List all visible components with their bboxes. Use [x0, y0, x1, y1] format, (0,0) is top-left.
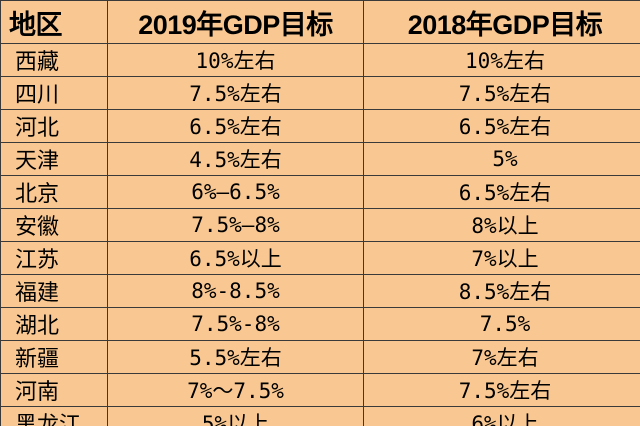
- table-row: 河北 6.5%左右 6.5%左右: [0, 109, 640, 143]
- region-cell: 新疆: [0, 340, 108, 374]
- target-2018-cell: 6.5%左右: [363, 175, 640, 209]
- table-row: 江苏 6.5%以上 7%以上: [0, 241, 640, 275]
- header-region: 地区: [0, 0, 108, 44]
- target-2018-cell: 8.5%左右: [363, 274, 640, 308]
- target-2018-cell: 7%以上: [363, 241, 640, 275]
- region-cell: 河北: [0, 109, 108, 143]
- target-2019-cell: 10%左右: [107, 43, 364, 77]
- target-2019-cell: 4.5%左右: [107, 142, 364, 176]
- table-row: 西藏 10%左右 10%左右: [0, 43, 640, 77]
- table-body: 西藏 10%左右 10%左右 四川 7.5%左右 7.5%左右 河北 6.5%左右 6.5%左右…: [0, 43, 640, 426]
- region-cell: 安徽: [0, 208, 108, 242]
- target-2018-cell: 7.5%左右: [363, 373, 640, 407]
- region-cell: 湖北: [0, 307, 108, 341]
- target-2019-cell: 5.5%左右: [107, 340, 364, 374]
- region-cell: 江苏: [0, 241, 108, 275]
- target-2018-cell: 6.5%左右: [363, 109, 640, 143]
- table-row: 湖北 7.5%-8% 7.5%: [0, 307, 640, 341]
- region-cell: 黑龙江: [0, 406, 108, 426]
- table-row: 安徽 7.5%—8% 8%以上: [0, 208, 640, 242]
- region-cell: 北京: [0, 175, 108, 209]
- target-2018-cell: 7%左右: [363, 340, 640, 374]
- region-cell: 四川: [0, 76, 108, 110]
- target-2019-cell: 7%～7.5%: [107, 373, 364, 407]
- region-cell: 天津: [0, 142, 108, 176]
- target-2019-cell: 6.5%左右: [107, 109, 364, 143]
- target-2019-cell: 8%-8.5%: [107, 274, 364, 308]
- table-row: 天津 4.5%左右 5%: [0, 142, 640, 176]
- target-2019-cell: 5%以上: [107, 406, 364, 426]
- target-2019-cell: 7.5%左右: [107, 76, 364, 110]
- table-header-row: 地区 2019年GDP目标 2018年GDP目标: [0, 0, 640, 44]
- region-cell: 河南: [0, 373, 108, 407]
- header-target-2018: 2018年GDP目标: [363, 0, 640, 44]
- target-2018-cell: 5%: [363, 142, 640, 176]
- target-2019-cell: 6%—6.5%: [107, 175, 364, 209]
- target-2019-cell: 7.5%-8%: [107, 307, 364, 341]
- target-2018-cell: 7.5%左右: [363, 76, 640, 110]
- region-cell: 西藏: [0, 43, 108, 77]
- target-2018-cell: 6%以上: [363, 406, 640, 426]
- target-2019-cell: 6.5%以上: [107, 241, 364, 275]
- target-2019-cell: 7.5%—8%: [107, 208, 364, 242]
- region-cell: 福建: [0, 274, 108, 308]
- table-row: 北京 6%—6.5% 6.5%左右: [0, 175, 640, 209]
- header-target-2019: 2019年GDP目标: [107, 0, 364, 44]
- table-row: 河南 7%～7.5% 7.5%左右: [0, 373, 640, 407]
- table-row: 新疆 5.5%左右 7%左右: [0, 340, 640, 374]
- table-row: 四川 7.5%左右 7.5%左右: [0, 76, 640, 110]
- target-2018-cell: 7.5%: [363, 307, 640, 341]
- target-2018-cell: 10%左右: [363, 43, 640, 77]
- table-row: 黑龙江 5%以上 6%以上: [0, 406, 640, 426]
- table-row: 福建 8%-8.5% 8.5%左右: [0, 274, 640, 308]
- target-2018-cell: 8%以上: [363, 208, 640, 242]
